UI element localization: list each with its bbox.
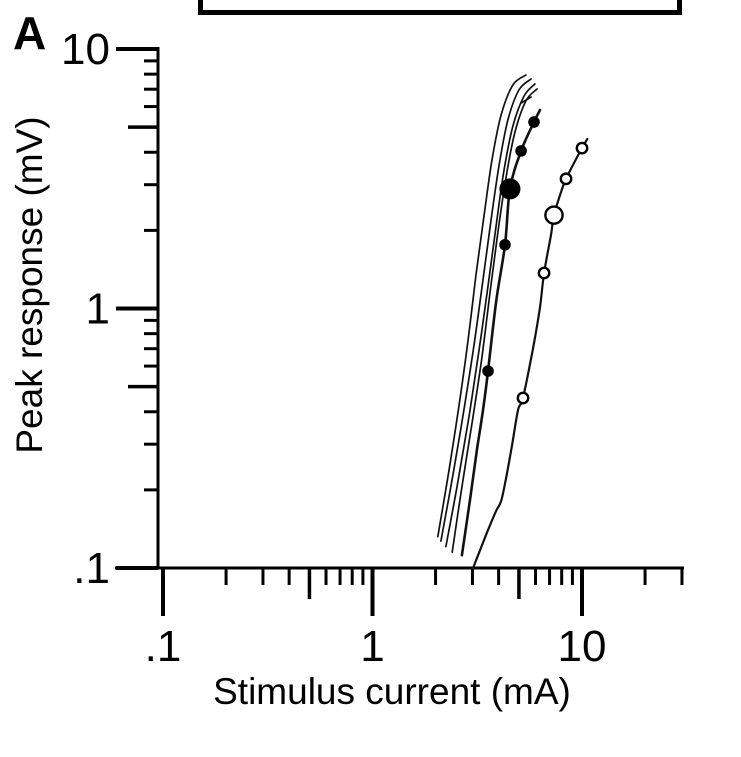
filled-circle-marker	[515, 145, 527, 157]
open-circle-marker	[544, 205, 564, 225]
y-axis-title: Peak response (mV)	[9, 116, 50, 453]
y-tick-label: .1	[73, 544, 110, 593]
x-tick-label: .1	[145, 622, 182, 671]
open-circle-marker	[575, 141, 589, 155]
x-tick-label: 10	[558, 622, 607, 671]
filled-circle-marker	[482, 365, 494, 377]
filled-circle-marker	[528, 116, 540, 128]
x-axis-title: Stimulus current (mA)	[213, 671, 571, 712]
x-tick-label: 1	[360, 622, 384, 671]
open-circle-marker	[537, 266, 551, 280]
data-curves	[436, 74, 589, 570]
axes: .1 1 10 10 1 .1	[61, 25, 684, 671]
panel-label: A	[13, 7, 47, 59]
y-tick-label: 10	[61, 25, 110, 74]
filled-circle-curve	[460, 108, 542, 557]
open-circle-marker	[559, 172, 573, 186]
unmarked-curve-tip-fragment	[520, 96, 532, 104]
open-circle-marker	[516, 391, 530, 405]
y-tick-label: 1	[86, 285, 110, 334]
filled-circle-marker	[499, 178, 521, 200]
unmarked-curve-3	[445, 83, 536, 548]
unmarked-curve-1	[436, 74, 527, 538]
cutoff-legend-box	[198, 0, 682, 15]
filled-circle-marker	[499, 238, 511, 251]
unmarked-curve-2	[440, 78, 532, 542]
unmarked-curve-4	[451, 88, 538, 554]
